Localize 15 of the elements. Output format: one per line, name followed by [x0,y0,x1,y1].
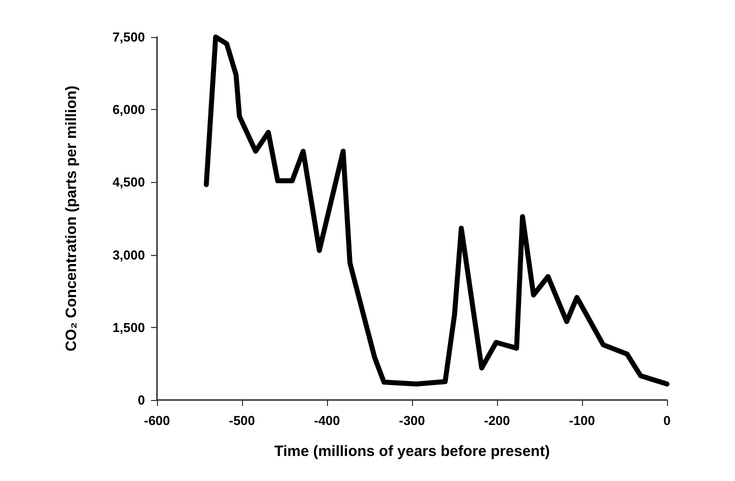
x-tick-label: -500 [228,413,256,428]
y-tick-label: 0 [138,392,145,408]
y-tick-label: 1,500 [112,320,145,335]
x-tick-label: -300 [398,413,426,428]
x-tick-label: -400 [314,413,340,428]
y-tick-label: 6,000 [112,102,145,118]
x-axis-title: Time (millions of years before present) [274,443,550,460]
x-tick-label: 0 [663,413,671,428]
y-tick-label: 7,500 [112,30,145,44]
x-tick-label: -100 [568,413,596,428]
x-tick-label: -600 [144,413,170,428]
y-tick-label: 4,500 [112,174,145,190]
x-tick-label: -200 [484,413,510,428]
y-axis-title: CO₂ Concentration (parts per million) [63,86,80,352]
y-tick-label: 3,000 [112,247,145,262]
